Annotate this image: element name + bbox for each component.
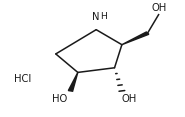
Text: OH: OH [122, 94, 137, 104]
Text: HCl: HCl [14, 74, 31, 84]
Text: OH: OH [152, 4, 167, 13]
Polygon shape [122, 32, 149, 45]
Text: N: N [92, 12, 100, 22]
Polygon shape [68, 72, 78, 91]
Text: H: H [100, 12, 107, 21]
Text: HO: HO [52, 94, 67, 104]
